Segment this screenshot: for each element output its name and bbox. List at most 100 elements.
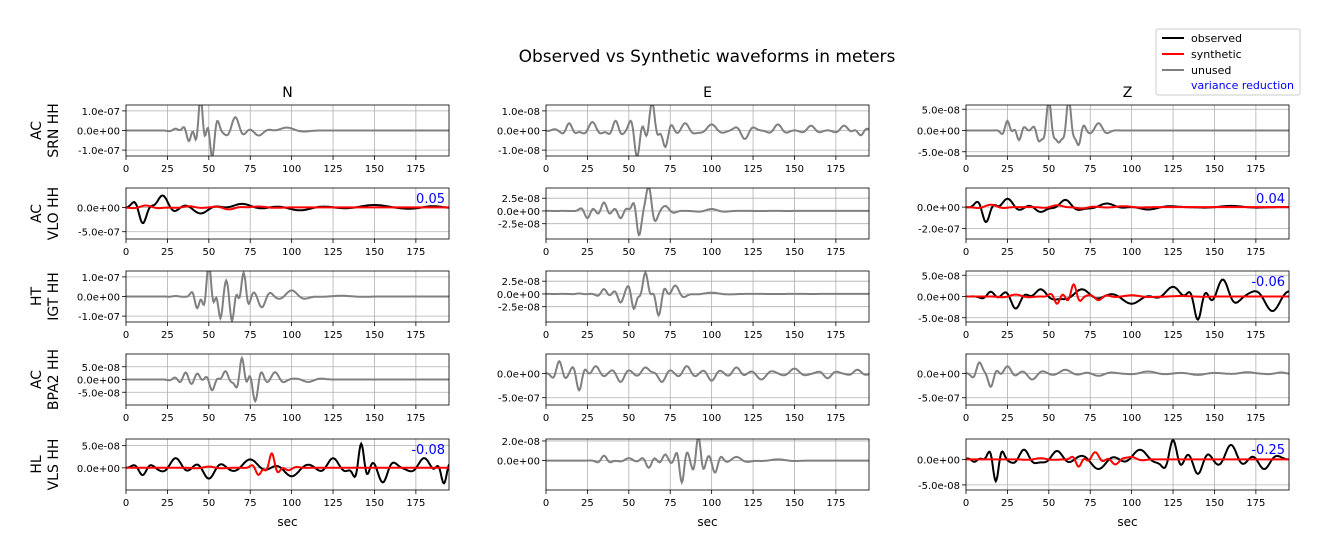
- y-tick-label: -1.0e-07: [78, 146, 120, 157]
- station-name-2: IGT HH: [46, 272, 62, 321]
- x-tick-label: 175: [1246, 247, 1265, 258]
- x-tick-label: 75: [1084, 413, 1097, 424]
- x-tick-label: 150: [365, 247, 384, 258]
- x-tick-label: 125: [324, 498, 343, 509]
- panel-frame: [545, 187, 870, 240]
- station-network-2: HT: [29, 287, 45, 307]
- station-label-2: HTIGT HH: [29, 272, 62, 321]
- x-axis-label-e: sec: [697, 515, 717, 529]
- station-label-1: ACVLO HH: [29, 187, 62, 240]
- x-tick-label: 0: [543, 330, 549, 341]
- y-tick-label: -2.5e-08: [498, 220, 540, 231]
- x-tick-label: 50: [1042, 247, 1055, 258]
- x-tick-label: 25: [581, 498, 594, 509]
- panel-frame: [965, 187, 1290, 240]
- station-network-1: AC: [29, 204, 45, 223]
- panel-1-e: 0 25 50 75 100 125 150 175 2.5e-08 0.0e+00 -2.5e-0…: [497, 187, 870, 258]
- variance-reduction-value: -0.25: [1251, 443, 1285, 458]
- x-tick-label: 175: [406, 413, 425, 424]
- y-tick-label: -2.5e-08: [498, 303, 540, 314]
- unused-trace: [546, 188, 869, 237]
- panel-1-z: 0 25 50 75 100 125 150 175 0.0e+00 -2.0e-07 0.04: [917, 187, 1290, 258]
- x-tick-label: 125: [1164, 247, 1183, 258]
- y-tick-label: 0.0e+00: [77, 203, 120, 214]
- x-tick-label: 75: [244, 413, 257, 424]
- x-tick-label: 100: [702, 330, 721, 341]
- variance-reduction-value: 0.05: [416, 192, 445, 207]
- unused-trace: [966, 361, 1289, 389]
- panel-3-z: 0 25 50 75 100 125 150 175 0.0e+00 -5.0e-07: [917, 353, 1290, 424]
- x-tick-label: 75: [664, 247, 677, 258]
- x-tick-label: 150: [785, 413, 804, 424]
- variance-reduction-value: -0.06: [1251, 275, 1285, 290]
- panel-frame: [545, 438, 870, 491]
- y-tick-label: 5.0e-08: [82, 363, 120, 374]
- x-tick-label: 75: [244, 247, 257, 258]
- panel-frame: [965, 438, 1290, 491]
- x-tick-label: 150: [785, 330, 804, 341]
- panel-0-z: 0 25 50 75 100 125 150 175 5.0e-08 0.0e+00 -5.0e-0…: [917, 104, 1290, 175]
- observed-trace: [966, 439, 1289, 484]
- panel-frame: [545, 104, 870, 157]
- x-tick-label: 50: [202, 413, 215, 424]
- y-tick-label: -5.0e-08: [918, 148, 960, 159]
- x-tick-label: 150: [365, 164, 384, 175]
- x-tick-label: 0: [543, 498, 549, 509]
- x-tick-label: 25: [581, 330, 594, 341]
- x-tick-label: 0: [963, 413, 969, 424]
- panel-frame: [125, 187, 450, 240]
- variance-reduction-value: -0.08: [411, 443, 445, 458]
- x-tick-label: 50: [1042, 413, 1055, 424]
- panel-3-n: 0 25 50 75 100 125 150 175 5.0e-08 0.0e+00-5.0e-0…: [77, 353, 450, 424]
- unused-trace: [126, 355, 449, 404]
- x-tick-label: 125: [324, 164, 343, 175]
- y-tick-label: 2.0e-08: [502, 437, 540, 448]
- observed-trace: [966, 197, 1289, 224]
- panel-0-n: 0 25 50 75 100 125 150 175 1.0e-07 0.0e+00 -1.0e-0…: [77, 104, 450, 175]
- x-tick-label: 175: [406, 330, 425, 341]
- panel-frame: [125, 104, 450, 157]
- y-tick-label: 0.0e+00: [77, 293, 120, 304]
- x-tick-label: 100: [1122, 247, 1141, 258]
- panel-3-e: 0 25 50 75 100 125 150 175 0.0e+00 -5.0e-07: [497, 353, 870, 424]
- x-tick-label: 175: [826, 247, 845, 258]
- x-tick-label: 150: [1205, 164, 1224, 175]
- x-tick-label: 100: [702, 247, 721, 258]
- panel-0-e: 0 25 50 75 100 125 150 175 1.0e-08 0.0e+00 -1.0e-0…: [497, 104, 870, 175]
- x-tick-label: 50: [622, 498, 635, 509]
- panel-4-e: 0 25 50 75 100 125 150 175 2.0e-08 0.0e+00: [497, 437, 870, 509]
- x-tick-label: 125: [324, 247, 343, 258]
- variance-reduction-value: 0.04: [1256, 192, 1285, 207]
- y-tick-label: 5.0e-08: [922, 271, 960, 282]
- x-tick-label: 175: [826, 330, 845, 341]
- x-tick-label: 100: [702, 498, 721, 509]
- x-tick-label: 125: [744, 247, 763, 258]
- panel-2-n: 0 25 50 75 100 125 150 175 1.0e-07 0.0e+00 -1.0e-0…: [77, 270, 450, 341]
- x-tick-label: 150: [365, 330, 384, 341]
- x-tick-label: 75: [1084, 330, 1097, 341]
- x-tick-label: 50: [622, 247, 635, 258]
- station-name-4: VLS HH: [46, 439, 62, 491]
- x-tick-label: 50: [202, 164, 215, 175]
- y-tick-label: 0.0e+00: [917, 203, 960, 214]
- y-tick-label: -5.0e-07: [918, 394, 960, 405]
- panel-frame: [545, 353, 870, 406]
- y-tick-label: 5.0e-08: [922, 105, 960, 116]
- panel-2-e: 0 25 50 75 100 125 150 175 2.5e-08 0.0e+00 -2.5e-0…: [497, 270, 870, 341]
- x-tick-label: 175: [826, 164, 845, 175]
- x-tick-label: 75: [244, 164, 257, 175]
- component-title-z: Z: [1123, 85, 1133, 101]
- x-tick-label: 75: [664, 164, 677, 175]
- x-tick-label: 50: [202, 247, 215, 258]
- unused-trace: [126, 271, 449, 322]
- station-network-4: HL: [29, 455, 45, 474]
- x-tick-label: 175: [1246, 164, 1265, 175]
- x-tick-label: 25: [581, 247, 594, 258]
- station-name-1: VLO HH: [46, 187, 62, 240]
- observed-trace: [126, 194, 449, 225]
- x-tick-label: 100: [1122, 498, 1141, 509]
- x-tick-label: 0: [543, 247, 549, 258]
- x-tick-label: 100: [1122, 164, 1141, 175]
- unused-trace: [126, 105, 449, 156]
- x-tick-label: 50: [1042, 498, 1055, 509]
